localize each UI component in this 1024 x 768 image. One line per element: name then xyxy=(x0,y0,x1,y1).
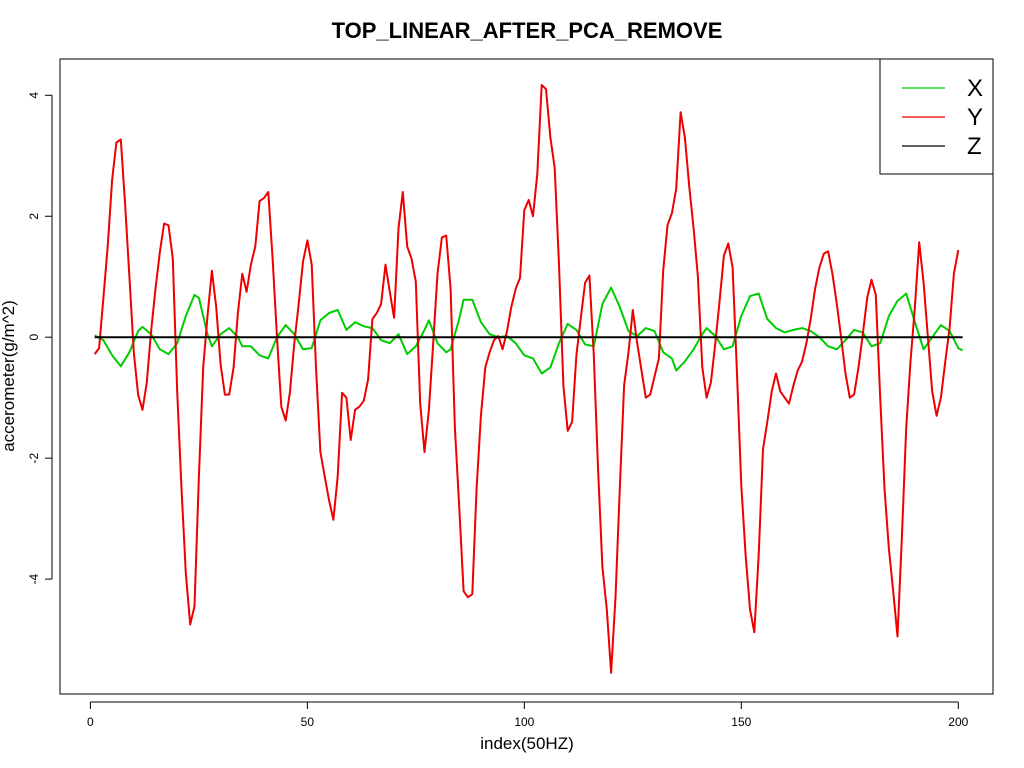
x-axis: 0 50 100 150 200 xyxy=(87,701,969,729)
plot-frame xyxy=(59,58,994,695)
y-tick-label: 4 xyxy=(27,92,41,99)
legend-label-x: X xyxy=(967,75,983,102)
legend-label-z: Z xyxy=(967,133,982,160)
y-tick-label: -2 xyxy=(27,452,41,463)
x-tick-label: 150 xyxy=(731,715,751,729)
x-axis-label: index(50HZ) xyxy=(480,734,574,753)
y-tick-label: 2 xyxy=(27,213,41,220)
y-tick-label: -4 xyxy=(27,573,41,584)
legend: XYZ xyxy=(879,58,994,175)
y-tick-label: 0 xyxy=(27,334,41,341)
chart-title: TOP_LINEAR_AFTER_PCA_REMOVE xyxy=(332,18,723,43)
x-tick-label: 50 xyxy=(301,715,315,729)
x-tick-label: 0 xyxy=(87,715,94,729)
series-line-y xyxy=(93,84,960,674)
x-tick-label: 200 xyxy=(948,715,968,729)
series-layer xyxy=(93,84,964,674)
y-axis-label: accerometer(g/m^2) xyxy=(0,300,18,452)
series-line-x xyxy=(94,286,964,375)
legend-label-y: Y xyxy=(967,104,983,131)
x-tick-label: 100 xyxy=(514,715,534,729)
y-axis: -4 -2 0 2 4 xyxy=(27,92,53,584)
